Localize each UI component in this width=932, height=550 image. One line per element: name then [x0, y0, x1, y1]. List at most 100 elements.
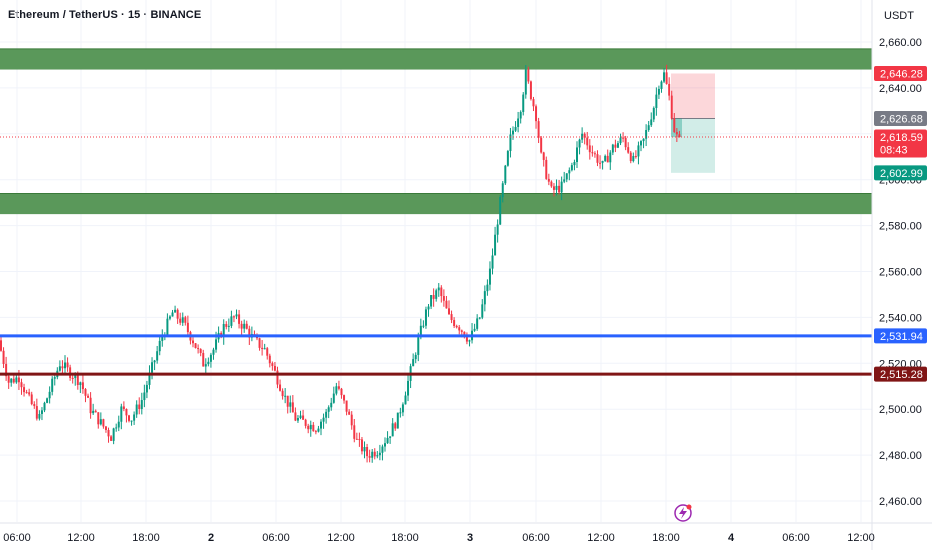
- candle-body: [665, 72, 668, 84]
- candle-body: [58, 366, 61, 371]
- candle-body: [435, 290, 438, 299]
- candle-body: [591, 152, 594, 154]
- candle-body: [271, 363, 274, 366]
- candle-body: [202, 352, 205, 367]
- candle-body: [94, 410, 97, 413]
- candle-body: [645, 130, 648, 139]
- candle-body: [586, 137, 589, 146]
- candle-body: [670, 95, 673, 119]
- candle-body: [125, 409, 128, 416]
- candle-body: [565, 173, 568, 180]
- candle-body: [537, 121, 540, 138]
- candle-body: [258, 338, 261, 348]
- candle-body: [519, 111, 522, 119]
- price-badge: [874, 129, 927, 158]
- candle-body: [320, 421, 322, 429]
- price-badge-label: 2,515.28: [880, 369, 923, 381]
- candle-body: [222, 324, 225, 338]
- candle-body: [12, 378, 15, 383]
- candle-body: [419, 325, 422, 338]
- candle-body: [373, 451, 376, 457]
- candle-body: [140, 400, 143, 409]
- candle-body: [215, 339, 218, 350]
- candle-body: [627, 147, 630, 153]
- candle-body: [529, 81, 532, 100]
- candle-body: [53, 377, 56, 379]
- candle-body: [563, 179, 566, 182]
- candle-body: [327, 407, 330, 412]
- y-tick-label: 2,660.00: [879, 37, 922, 49]
- candle-body: [527, 69, 530, 82]
- candle-body: [107, 429, 110, 437]
- zones: [0, 48, 872, 215]
- candle-body: [337, 386, 340, 389]
- candle-body: [573, 162, 576, 166]
- take-profit-area: [671, 118, 715, 173]
- candle-body: [593, 153, 596, 155]
- candle-body: [652, 107, 655, 120]
- x-tick-label: 12:00: [67, 532, 95, 544]
- candle-body: [143, 392, 146, 401]
- candle-body: [76, 374, 79, 386]
- candle-body: [291, 402, 294, 413]
- candle-body: [343, 395, 346, 401]
- candle-body: [168, 316, 171, 319]
- price-badge-label: 2,626.68: [880, 113, 923, 125]
- candle-body: [614, 144, 617, 148]
- candle-body: [427, 306, 430, 310]
- x-tick-label: 18:00: [652, 532, 680, 544]
- candle-body: [209, 354, 212, 362]
- candle-body: [506, 151, 509, 166]
- x-tick-label: 12:00: [327, 532, 355, 544]
- candle-body: [243, 323, 246, 329]
- candle-body: [35, 406, 38, 419]
- price-badge-label: 2,602.99: [880, 168, 923, 180]
- candle-body: [404, 395, 407, 405]
- candle-body: [51, 378, 54, 392]
- candle-body: [499, 197, 502, 225]
- candle-body: [371, 451, 374, 458]
- candle-body: [235, 314, 238, 317]
- candle-body: [465, 337, 468, 342]
- candle-body: [366, 446, 369, 457]
- candle-body: [332, 393, 335, 403]
- candle-body: [412, 359, 415, 367]
- candle-body: [248, 328, 251, 338]
- candle-body: [17, 377, 20, 383]
- candle-body: [514, 126, 517, 131]
- y-tick-label: 2,640.00: [879, 83, 922, 95]
- candle-body: [483, 291, 486, 305]
- candle-body: [588, 145, 591, 153]
- candle-body: [596, 154, 599, 163]
- candle-body: [64, 362, 66, 369]
- candle-body: [276, 370, 279, 385]
- candle-body: [622, 137, 625, 139]
- candle-body: [263, 348, 266, 350]
- candle-body: [148, 372, 151, 385]
- candle-body: [583, 133, 586, 138]
- candle-body: [496, 224, 499, 235]
- candle-body: [512, 130, 514, 135]
- candle-body: [494, 234, 497, 256]
- position-box[interactable]: [671, 73, 715, 173]
- candle-body: [501, 183, 504, 198]
- candle-body: [432, 295, 435, 299]
- candle-body: [642, 138, 645, 142]
- candle-body: [156, 351, 159, 361]
- candle-body: [476, 318, 479, 329]
- candle-body: [570, 165, 573, 171]
- candle-body: [517, 118, 520, 127]
- candle-body: [442, 296, 445, 301]
- candle-body: [552, 186, 555, 190]
- candle-body: [25, 392, 28, 394]
- candle-body: [0, 340, 2, 351]
- y-tick-label: 2,460.00: [879, 496, 922, 508]
- candle-body: [619, 137, 622, 144]
- candle-body: [524, 69, 527, 95]
- candle-body: [23, 387, 26, 393]
- candle-body: [74, 374, 77, 379]
- candle-body: [389, 436, 392, 438]
- candle-body: [576, 147, 578, 163]
- candle-body: [609, 152, 612, 163]
